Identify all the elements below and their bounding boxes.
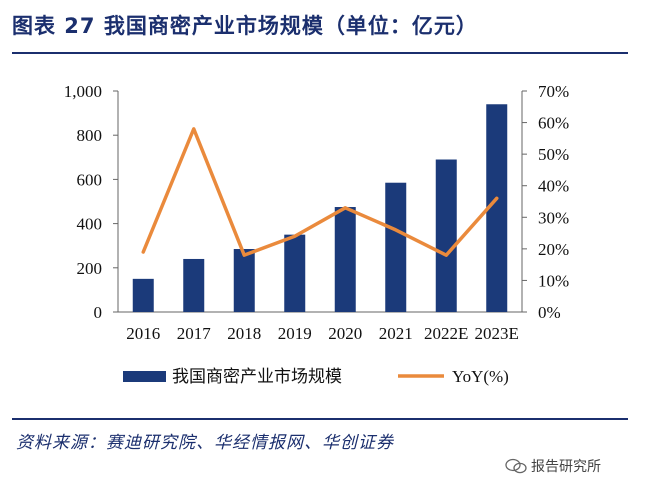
x-tick-label: 2023E — [475, 324, 519, 343]
right-tick-label: 20% — [538, 240, 569, 259]
left-tick-label: 200 — [77, 259, 103, 278]
x-tick-label: 2022E — [424, 324, 468, 343]
title-rule — [12, 52, 628, 54]
right-tick-label: 70% — [538, 82, 569, 101]
left-tick-label: 0 — [94, 303, 103, 322]
left-tick-label: 800 — [77, 126, 103, 145]
x-tick-label: 2019 — [278, 324, 312, 343]
x-tick-label: 2017 — [177, 324, 212, 343]
chart-title: 图表 27 我国商密产业市场规模（单位：亿元） — [12, 14, 478, 38]
bar — [233, 249, 255, 312]
x-tick-label: 2016 — [126, 324, 160, 343]
left-tick-label: 400 — [77, 215, 103, 234]
bar — [284, 234, 306, 312]
source-rule — [12, 418, 628, 420]
right-tick-label: 30% — [538, 208, 569, 227]
wechat-icon — [505, 458, 527, 474]
x-tick-label: 2020 — [328, 324, 362, 343]
left-tick-label: 600 — [77, 170, 103, 189]
watermark-text: 报告研究所 — [531, 459, 601, 475]
bar — [385, 182, 407, 312]
bar — [132, 278, 154, 312]
right-tick-label: 0% — [538, 303, 561, 322]
yoy-line — [141, 127, 499, 257]
left-tick-label: 1,000 — [64, 82, 102, 101]
legend-line-label: YoY(%) — [452, 367, 509, 386]
legend-bar-swatch — [123, 371, 166, 382]
right-tick-label: 50% — [538, 145, 569, 164]
legend-bar-label: 我国商密产业市场规模 — [172, 367, 342, 387]
bar — [435, 159, 457, 312]
watermark: 报告研究所 — [505, 456, 601, 476]
right-tick-label: 10% — [538, 271, 569, 290]
right-tick-label: 60% — [538, 114, 569, 133]
bar — [486, 104, 508, 312]
x-tick-label: 2018 — [227, 324, 261, 343]
x-tick-label: 2021 — [379, 324, 413, 343]
bar — [183, 258, 205, 312]
right-tick-label: 40% — [538, 177, 569, 196]
source-note: 资料来源：赛迪研究院、华经情报网、华创证券 — [16, 433, 394, 453]
bar — [334, 207, 356, 312]
